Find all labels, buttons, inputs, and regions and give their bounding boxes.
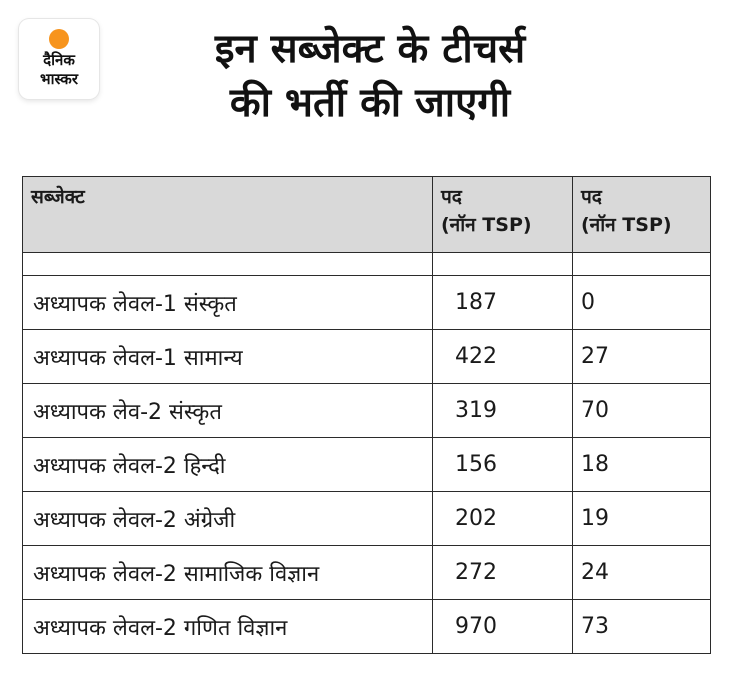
tsp-cell: 18 xyxy=(572,437,711,492)
sun-icon xyxy=(49,29,69,49)
header-tsp-sub: (नॉन TSP) xyxy=(581,214,672,236)
header-non-tsp: पद (नॉन TSP) xyxy=(432,176,573,253)
tsp-cell: 24 xyxy=(572,545,711,600)
table-row: अध्यापक लेव-2 संस्कृत 319 70 xyxy=(22,383,711,438)
table-row: अध्यापक लेवल-1 सामान्य 422 27 xyxy=(22,329,711,384)
header-non-tsp-sub: (नॉन TSP) xyxy=(441,214,532,236)
header-tsp: पद (नॉन TSP) xyxy=(572,176,711,253)
subject-cell: अध्यापक लेव-2 संस्कृत xyxy=(22,383,433,438)
teacher-posts-table: सब्जेक्ट पद (नॉन TSP) पद (नॉन TSP) अध्या… xyxy=(22,176,711,654)
tsp-cell: 19 xyxy=(572,491,711,546)
subject-cell: अध्यापक लेवल-2 सामाजिक विज्ञान xyxy=(22,545,433,600)
subject-cell: अध्यापक लेवल-2 अंग्रेजी xyxy=(22,491,433,546)
header-subject-label: सब्जेक्ट xyxy=(31,186,85,208)
non-tsp-cell: 319 xyxy=(432,383,573,438)
subject-cell: अध्यापक लेवल-1 सामान्य xyxy=(22,329,433,384)
non-tsp-cell: 187 xyxy=(432,275,573,330)
table-row: अध्यापक लेवल-2 हिन्दी 156 18 xyxy=(22,437,711,492)
table-row: अध्यापक लेवल-2 अंग्रेजी 202 19 xyxy=(22,491,711,546)
header-subject: सब्जेक्ट xyxy=(22,176,433,253)
subject-cell: अध्यापक लेवल-1 संस्कृत xyxy=(22,275,433,330)
non-tsp-cell: 970 xyxy=(432,599,573,654)
dainik-bhaskar-logo: दैनिक भास्कर xyxy=(19,19,99,99)
non-tsp-cell: 272 xyxy=(432,545,573,600)
logo-text-line2: भास्कर xyxy=(40,70,78,88)
header-non-tsp-label: पद xyxy=(441,186,462,208)
non-tsp-cell: 422 xyxy=(432,329,573,384)
subject-cell: अध्यापक लेवल-2 हिन्दी xyxy=(22,437,433,492)
table-header-row: सब्जेक्ट पद (नॉन TSP) पद (नॉन TSP) xyxy=(22,176,711,253)
header-tsp-label: पद xyxy=(581,186,602,208)
table-row: अध्यापक लेवल-2 गणित विज्ञान 970 73 xyxy=(22,599,711,654)
table-row: अध्यापक लेवल-2 सामाजिक विज्ञान 272 24 xyxy=(22,545,711,600)
tsp-cell: 0 xyxy=(572,275,711,330)
non-tsp-cell: 156 xyxy=(432,437,573,492)
non-tsp-cell: 202 xyxy=(432,491,573,546)
headline: इन सब्जेक्ट के टीचर्स की भर्ती की जाएगी xyxy=(120,22,620,130)
tsp-cell: 73 xyxy=(572,599,711,654)
tsp-cell: 70 xyxy=(572,383,711,438)
headline-line2: की भर्ती की जाएगी xyxy=(229,80,511,126)
headline-line1: इन सब्जेक्ट के टीचर्स xyxy=(214,26,526,72)
tsp-cell: 27 xyxy=(572,329,711,384)
logo-text-line1: दैनिक xyxy=(43,51,75,69)
spacer-row xyxy=(22,252,711,276)
table-row: अध्यापक लेवल-1 संस्कृत 187 0 xyxy=(22,275,711,330)
subject-cell: अध्यापक लेवल-2 गणित विज्ञान xyxy=(22,599,433,654)
